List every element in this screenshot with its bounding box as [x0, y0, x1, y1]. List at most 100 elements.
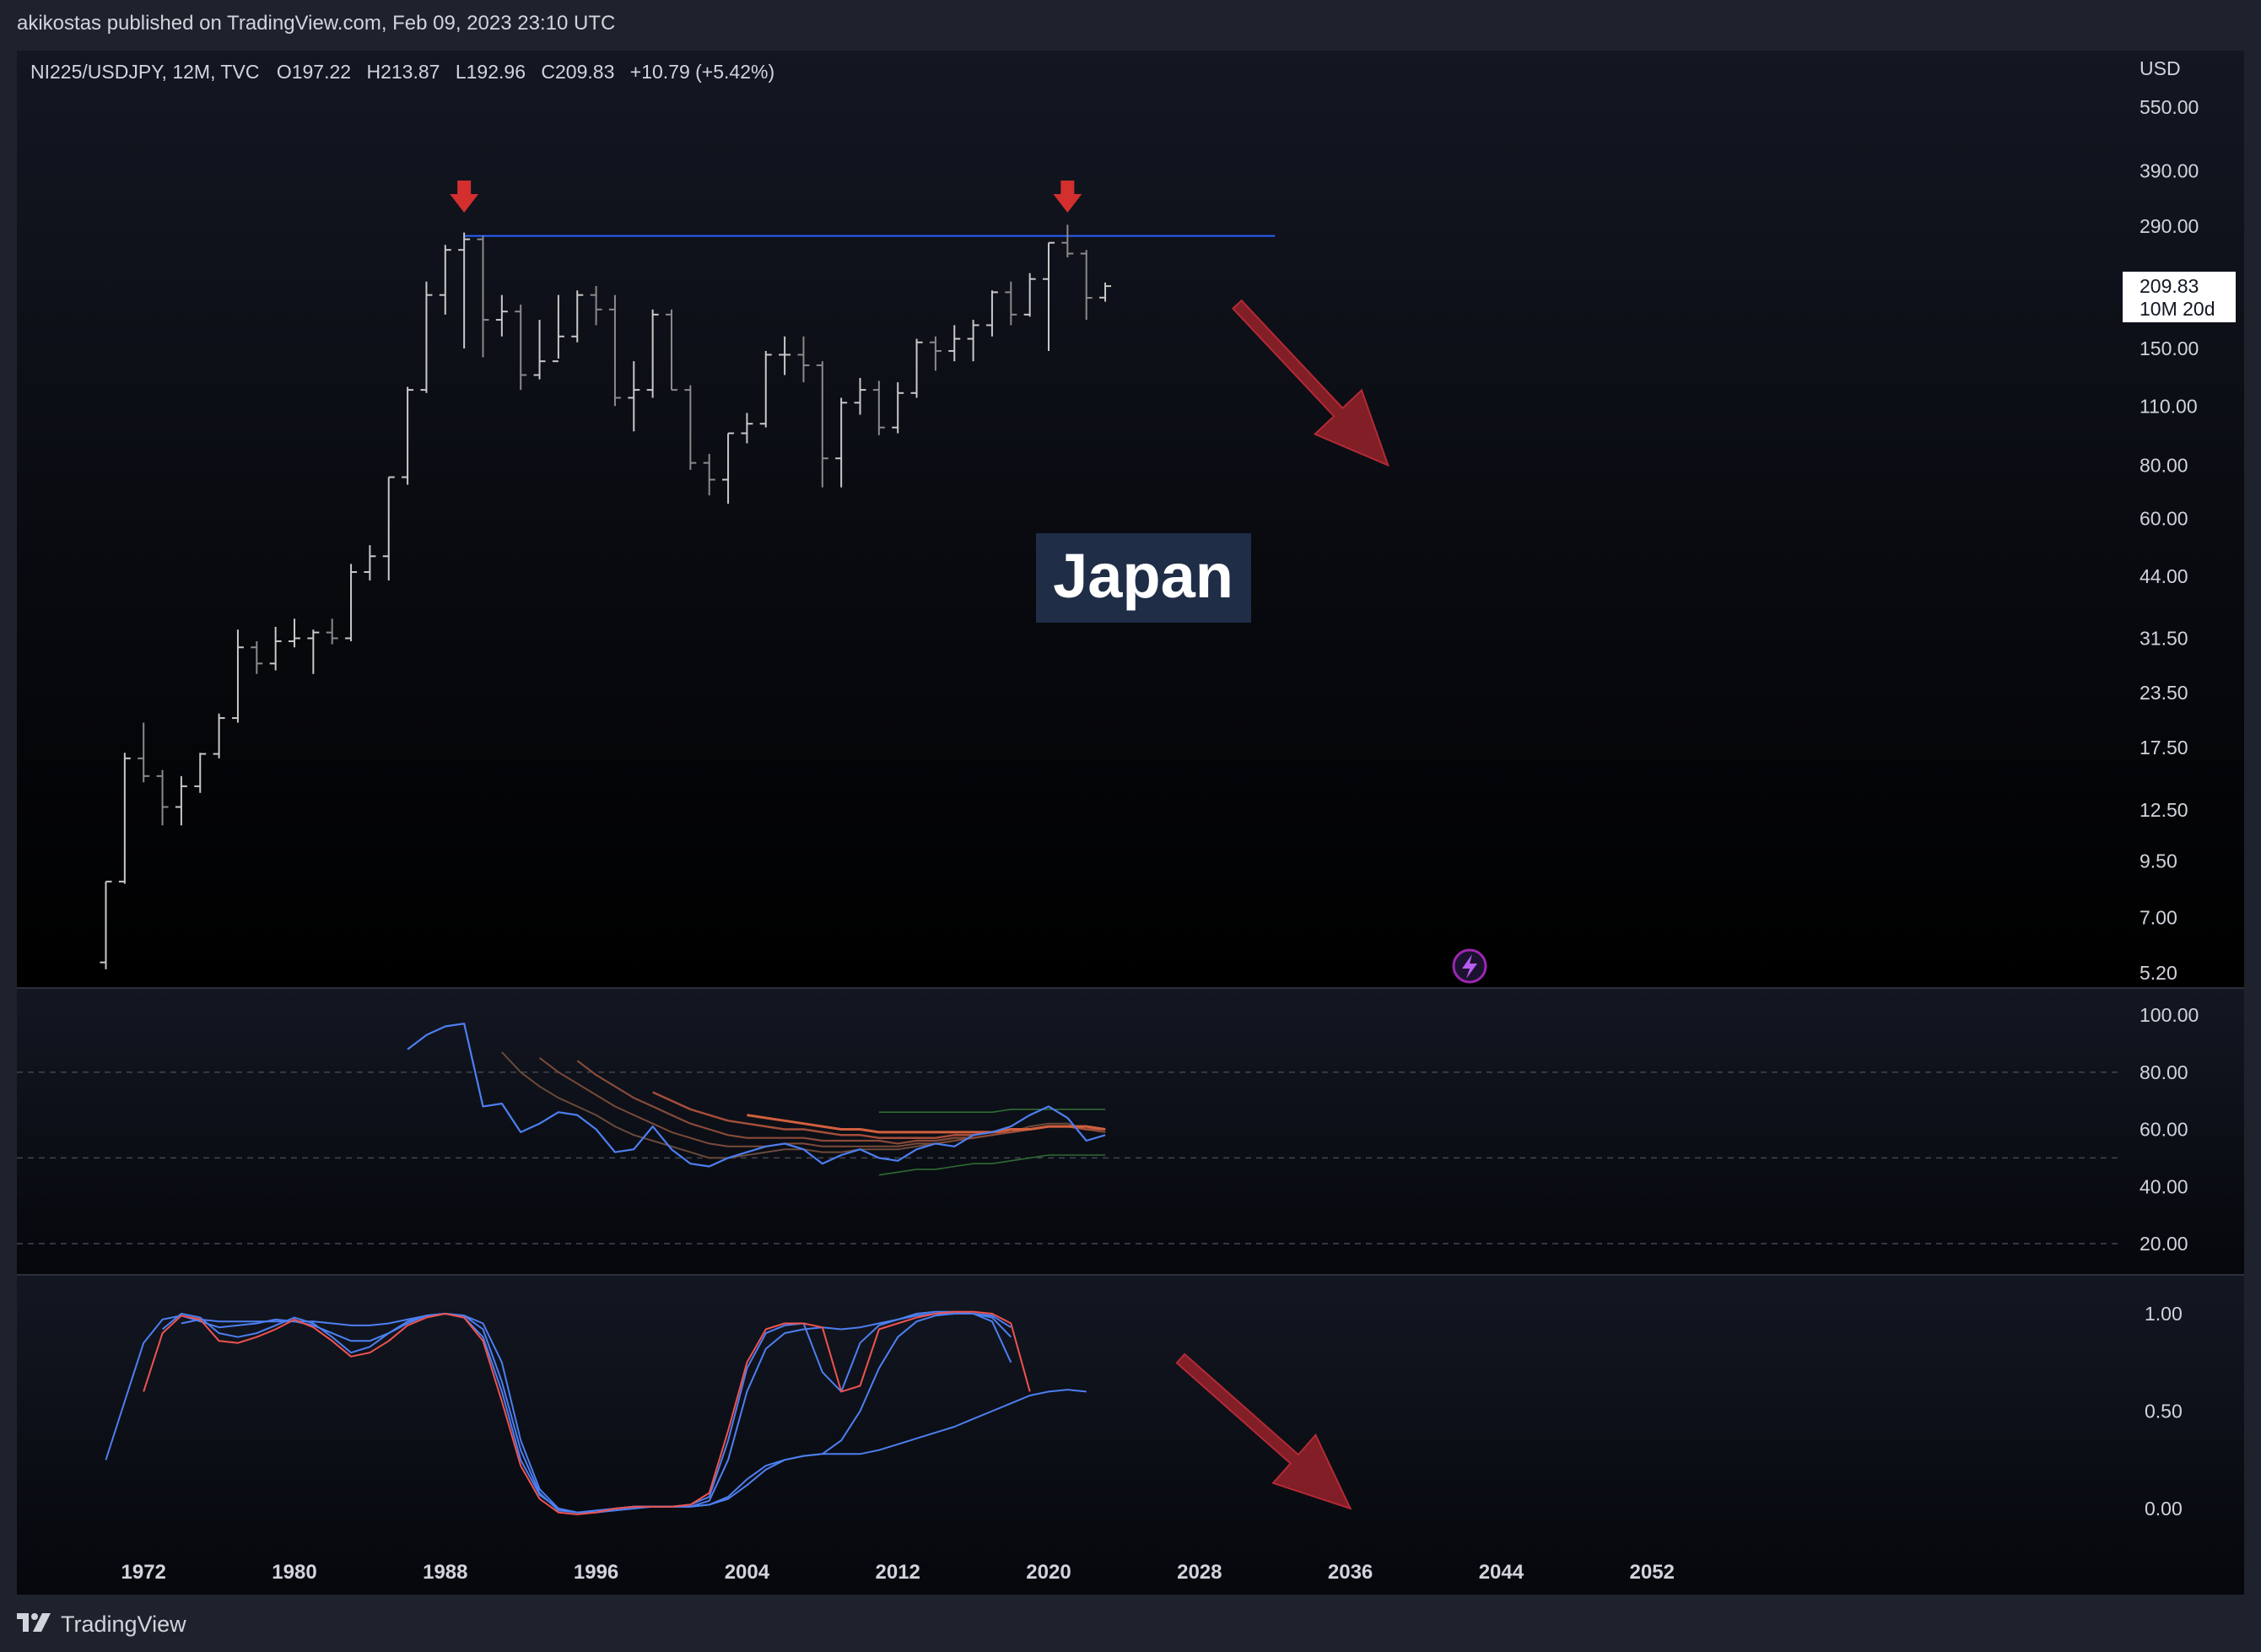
time-tick-label: 1988	[423, 1561, 467, 1584]
chart-area[interactable]: 550.00 390.00 290.00 150.00 110.00 80.00 60.00…	[17, 51, 2244, 1595]
ohlc-bar	[1023, 273, 1036, 317]
ohlc-bar	[608, 294, 621, 407]
ohlc-bar	[646, 309, 659, 398]
indicator2-lines	[105, 1310, 1087, 1515]
projection-down-arrow-icon	[1231, 299, 1390, 467]
ohlc-bar	[1099, 282, 1112, 302]
ohlc-bar	[759, 350, 772, 428]
ohlc-bar	[1005, 281, 1017, 326]
ohlc-bar	[590, 285, 602, 326]
ohlc-bar	[495, 294, 508, 337]
ohlc-bar	[289, 618, 300, 648]
price-tick-label: 5.20	[2140, 962, 2177, 984]
indicator1-band-upper-line	[878, 1109, 1106, 1113]
indicator1-ribbon-5-line	[747, 1114, 1106, 1134]
ohlc-bar	[382, 476, 395, 581]
time-tick-label: 2044	[1479, 1561, 1524, 1584]
indicator1-tick-label: 100.00	[2140, 1004, 2199, 1026]
ohlc-bar	[118, 753, 131, 884]
price-tick-label: 150.00	[2140, 337, 2199, 359]
time-tick-label: 2052	[1630, 1561, 1675, 1584]
ohlc-bar	[175, 775, 187, 826]
ohlc-bar	[156, 769, 169, 826]
ohlc-bar	[100, 880, 112, 969]
price-pane-background	[17, 51, 2244, 987]
indicator2-tick-label: 0.50	[2145, 1401, 2183, 1423]
high-label: H	[366, 61, 380, 83]
ohlc-bar	[571, 290, 584, 343]
price-axis-labels: 550.00 390.00 290.00 150.00 110.00 80.00 60.00…	[2140, 96, 2199, 984]
ohlc-bar	[666, 309, 677, 391]
symbol-legend[interactable]: NI225/USDJPY, 12M, TVC O197.22 H213.87 L…	[30, 61, 774, 83]
ohlc-bar	[420, 281, 433, 393]
currency-label[interactable]: USD	[2140, 57, 2181, 79]
ohlc-bar	[477, 235, 489, 358]
indicator2-mid-blue-line	[105, 1313, 1012, 1514]
close-label: C	[541, 61, 555, 83]
change-value: +10.79 (+5.42%)	[630, 61, 774, 83]
ohlc-bar	[628, 361, 640, 432]
indicator1-band-lower-line	[878, 1154, 1106, 1176]
price-tick-label: 17.50	[2140, 737, 2188, 759]
ohlc-bar	[985, 290, 998, 337]
ohlc-bar	[364, 545, 376, 581]
indicator1-main-line	[407, 1023, 1106, 1168]
ohlc-bar	[231, 629, 244, 723]
indicator2-fast-blue-line	[161, 1310, 1012, 1514]
ohlc-bar	[967, 320, 979, 362]
japan-annotation[interactable]: Japan	[1036, 533, 1251, 623]
indicator1-tick-label: 80.00	[2140, 1061, 2188, 1083]
ohlc-bar	[533, 320, 546, 380]
open-label: O	[277, 61, 292, 83]
ohlc-bar	[948, 325, 961, 362]
price-tick-label: 7.00	[2140, 907, 2177, 929]
ohlc-bar	[892, 382, 904, 434]
ohlc-bar	[929, 336, 942, 371]
price-tick-label: 290.00	[2140, 215, 2199, 237]
bar-countdown: 10M 20d	[2140, 298, 2215, 320]
ohlc-bar	[345, 564, 358, 642]
ohlc-bar	[854, 377, 866, 415]
indicator2-pane-background	[17, 1276, 2244, 1595]
pane-separator[interactable]	[17, 1274, 2244, 1276]
ohlc-bar	[213, 713, 225, 759]
time-tick-label: 2012	[876, 1561, 920, 1584]
publish-attribution: akikostas published on TradingView.com, …	[17, 12, 616, 35]
ohlc-bars	[100, 224, 1112, 969]
pane-separator[interactable]	[17, 987, 2244, 989]
footer[interactable]: TradingView	[17, 1607, 186, 1641]
ohlc-bar	[194, 753, 207, 793]
ohlc-bar	[1061, 224, 1074, 257]
indicator1-tick-label: 60.00	[2140, 1119, 2188, 1141]
ohlc-bar	[684, 385, 697, 470]
peak-down-arrow-icon	[450, 181, 479, 213]
price-tick-label: 9.50	[2140, 850, 2177, 872]
price-tick-label: 550.00	[2140, 96, 2199, 118]
time-tick-label: 1996	[574, 1561, 618, 1584]
japan-annotation-box	[1036, 533, 1251, 623]
time-tick-label: 2036	[1328, 1561, 1373, 1584]
symbol-name: NI225/USDJPY, 12M, TVC	[30, 61, 259, 83]
indicator1-axis-labels: 100.00 80.00 60.00 40.00 20.00	[2140, 1004, 2199, 1255]
tradingview-brand: TradingView	[61, 1611, 186, 1637]
indicator1-pane-background	[17, 989, 2244, 1274]
close-value: 209.83	[555, 61, 614, 83]
ohlc-bar	[797, 336, 810, 383]
price-tick-label: 60.00	[2140, 508, 2188, 530]
ohlc-bar	[835, 397, 848, 488]
low-value: 192.96	[467, 61, 526, 83]
lightning-event-icon[interactable]	[1452, 948, 1487, 984]
indicator1-tick-label: 40.00	[2140, 1175, 2188, 1197]
indicator2-tick-label: 1.00	[2145, 1303, 2183, 1325]
time-tick-label: 2028	[1177, 1561, 1222, 1584]
indicator1-lines	[407, 1023, 1106, 1176]
time-tick-label: 1972	[121, 1561, 166, 1584]
chart-svg[interactable]: 550.00 390.00 290.00 150.00 110.00 80.00 60.00…	[17, 51, 2244, 1595]
ohlc-bar	[703, 454, 715, 496]
time-axis-labels: 1972 1980 1988 1996 2004 2012 2020 2028 2036 2044…	[121, 1561, 1675, 1584]
price-tick-label: 12.50	[2140, 799, 2188, 821]
tradingview-logo-icon	[17, 1613, 51, 1632]
high-value: 213.87	[380, 61, 440, 83]
ohlc-bar	[816, 361, 828, 488]
time-tick-label: 1980	[272, 1561, 316, 1584]
